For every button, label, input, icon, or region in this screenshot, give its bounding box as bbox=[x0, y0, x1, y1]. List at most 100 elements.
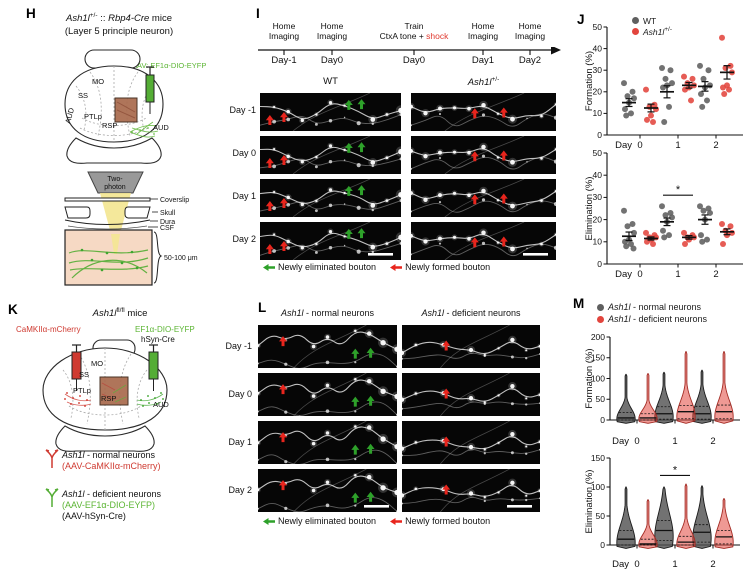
col-header-normal: Ash1l - normal neurons bbox=[280, 308, 375, 318]
timeline-day-1: Day-1 bbox=[271, 55, 297, 66]
bouton-arrow bbox=[470, 108, 479, 119]
microscopy-image bbox=[402, 373, 540, 416]
data-point bbox=[699, 238, 706, 245]
svg-text:Day: Day bbox=[612, 436, 629, 447]
violin bbox=[616, 373, 636, 424]
data-point bbox=[659, 65, 665, 72]
svg-text:0: 0 bbox=[600, 540, 605, 550]
data-point bbox=[643, 86, 649, 93]
data-point bbox=[662, 212, 669, 219]
violin bbox=[638, 499, 658, 549]
syringe-icon-red bbox=[71, 344, 82, 391]
bouton-arrow bbox=[366, 491, 375, 502]
svg-text:Formation (%): Formation (%) bbox=[585, 348, 595, 408]
region-label-aud: AUD bbox=[153, 400, 169, 409]
col-header-wt: WT bbox=[323, 76, 338, 87]
row-label-i-day1: Day 1 bbox=[232, 191, 256, 201]
svg-text:200: 200 bbox=[591, 332, 605, 342]
skull-left bbox=[64, 206, 91, 219]
scale-bar bbox=[364, 505, 389, 508]
svg-text:50: 50 bbox=[596, 511, 606, 521]
data-point bbox=[648, 112, 654, 119]
layer-label-coverslip: Coverslip bbox=[160, 197, 189, 204]
svg-text:0: 0 bbox=[597, 259, 602, 269]
data-point bbox=[704, 97, 710, 104]
hsyn-cre-label: hSyn-Cre bbox=[141, 335, 175, 344]
svg-text:40: 40 bbox=[593, 43, 603, 53]
bouton-legend-i: Newly eliminated bouton Newly formed bou… bbox=[263, 262, 490, 272]
microscopy-image bbox=[411, 136, 556, 174]
legend-eliminated-label: Newly eliminated bouton bbox=[278, 262, 377, 272]
violin bbox=[654, 486, 674, 549]
svg-text:50: 50 bbox=[593, 22, 603, 32]
bouton-arrow bbox=[442, 484, 451, 495]
data-point bbox=[631, 229, 637, 236]
panel-l-label: L bbox=[258, 300, 267, 315]
data-point bbox=[629, 221, 636, 228]
bouton-arrow bbox=[366, 347, 375, 358]
svg-text:0: 0 bbox=[600, 415, 605, 425]
k-legend-deficient-line1: Ash1l - deficient neurons bbox=[62, 489, 162, 499]
bouton-arrow bbox=[265, 115, 274, 126]
red-left-arrow-icon bbox=[390, 517, 403, 525]
green-neuron-icon bbox=[45, 488, 59, 507]
scale-bar bbox=[507, 505, 532, 508]
col-header-ash1l: Ash1l+/- bbox=[467, 76, 500, 89]
data-point bbox=[700, 207, 707, 214]
data-point bbox=[629, 88, 636, 95]
violin bbox=[676, 483, 696, 549]
svg-text:30: 30 bbox=[593, 192, 603, 202]
two-photon-objective bbox=[87, 171, 144, 194]
legend-m-normal: Ash1l - normal neurons bbox=[597, 301, 707, 313]
row-label-i-day2: Day 2 bbox=[232, 234, 256, 244]
data-point bbox=[621, 207, 627, 214]
data-point bbox=[623, 112, 630, 119]
red-left-arrow-icon bbox=[390, 263, 403, 271]
bouton-legend-l: Newly eliminated bouton Newly formed bou… bbox=[263, 516, 490, 526]
data-point bbox=[705, 67, 712, 74]
wt-dot-icon bbox=[632, 17, 639, 24]
violin bbox=[638, 373, 658, 424]
violin bbox=[714, 351, 734, 424]
olfactory-bulb bbox=[84, 49, 141, 69]
layer-label-csf: CSF bbox=[160, 225, 174, 232]
data-point bbox=[666, 103, 672, 110]
bouton-arrow bbox=[265, 158, 274, 169]
chart-formation-violin: 0 50 100 150 200 0 1 2 Day Formation (%) bbox=[585, 332, 740, 447]
cranial-window bbox=[114, 97, 138, 123]
data-point bbox=[630, 245, 637, 252]
bouton-arrow bbox=[265, 244, 274, 255]
svg-text:0: 0 bbox=[634, 559, 639, 570]
violin bbox=[676, 351, 696, 424]
cerebellum-outline bbox=[66, 137, 162, 164]
data-point bbox=[720, 84, 726, 91]
data-point bbox=[622, 106, 628, 113]
microscopy-image bbox=[258, 469, 397, 512]
data-point bbox=[697, 62, 703, 69]
data-point bbox=[624, 223, 631, 230]
region-label-ptlp: PTLp bbox=[73, 386, 91, 395]
data-point bbox=[704, 236, 710, 243]
k-legend-deficient-line3: (AAV-hSyn-Cre) bbox=[62, 511, 126, 521]
data-point bbox=[727, 223, 734, 230]
bouton-arrow bbox=[470, 237, 479, 248]
region-label-aud-left: AUD bbox=[63, 106, 76, 124]
data-point bbox=[689, 75, 696, 82]
panel-h-title-line1: Ash1l+/- :: Rbp4-Cre mice bbox=[66, 12, 172, 25]
bouton-arrow bbox=[357, 228, 366, 239]
svg-text:150: 150 bbox=[591, 353, 605, 363]
data-point bbox=[631, 95, 637, 102]
microscopy-image bbox=[260, 93, 401, 131]
brain-tissue bbox=[64, 229, 153, 286]
svg-text:1: 1 bbox=[675, 269, 680, 280]
svg-text:Formation (%): Formation (%) bbox=[585, 51, 595, 111]
data-point bbox=[650, 119, 656, 126]
svg-text:0: 0 bbox=[597, 130, 602, 140]
timeline-event-2: Home Imaging bbox=[316, 21, 348, 42]
camk2a-mcherry-label: CaMKIIα-mCherry bbox=[16, 325, 81, 334]
bouton-arrow bbox=[351, 348, 360, 359]
bouton-arrow bbox=[279, 241, 288, 251]
laser-cone bbox=[100, 193, 131, 234]
data-point bbox=[697, 203, 703, 210]
violin bbox=[654, 371, 674, 424]
